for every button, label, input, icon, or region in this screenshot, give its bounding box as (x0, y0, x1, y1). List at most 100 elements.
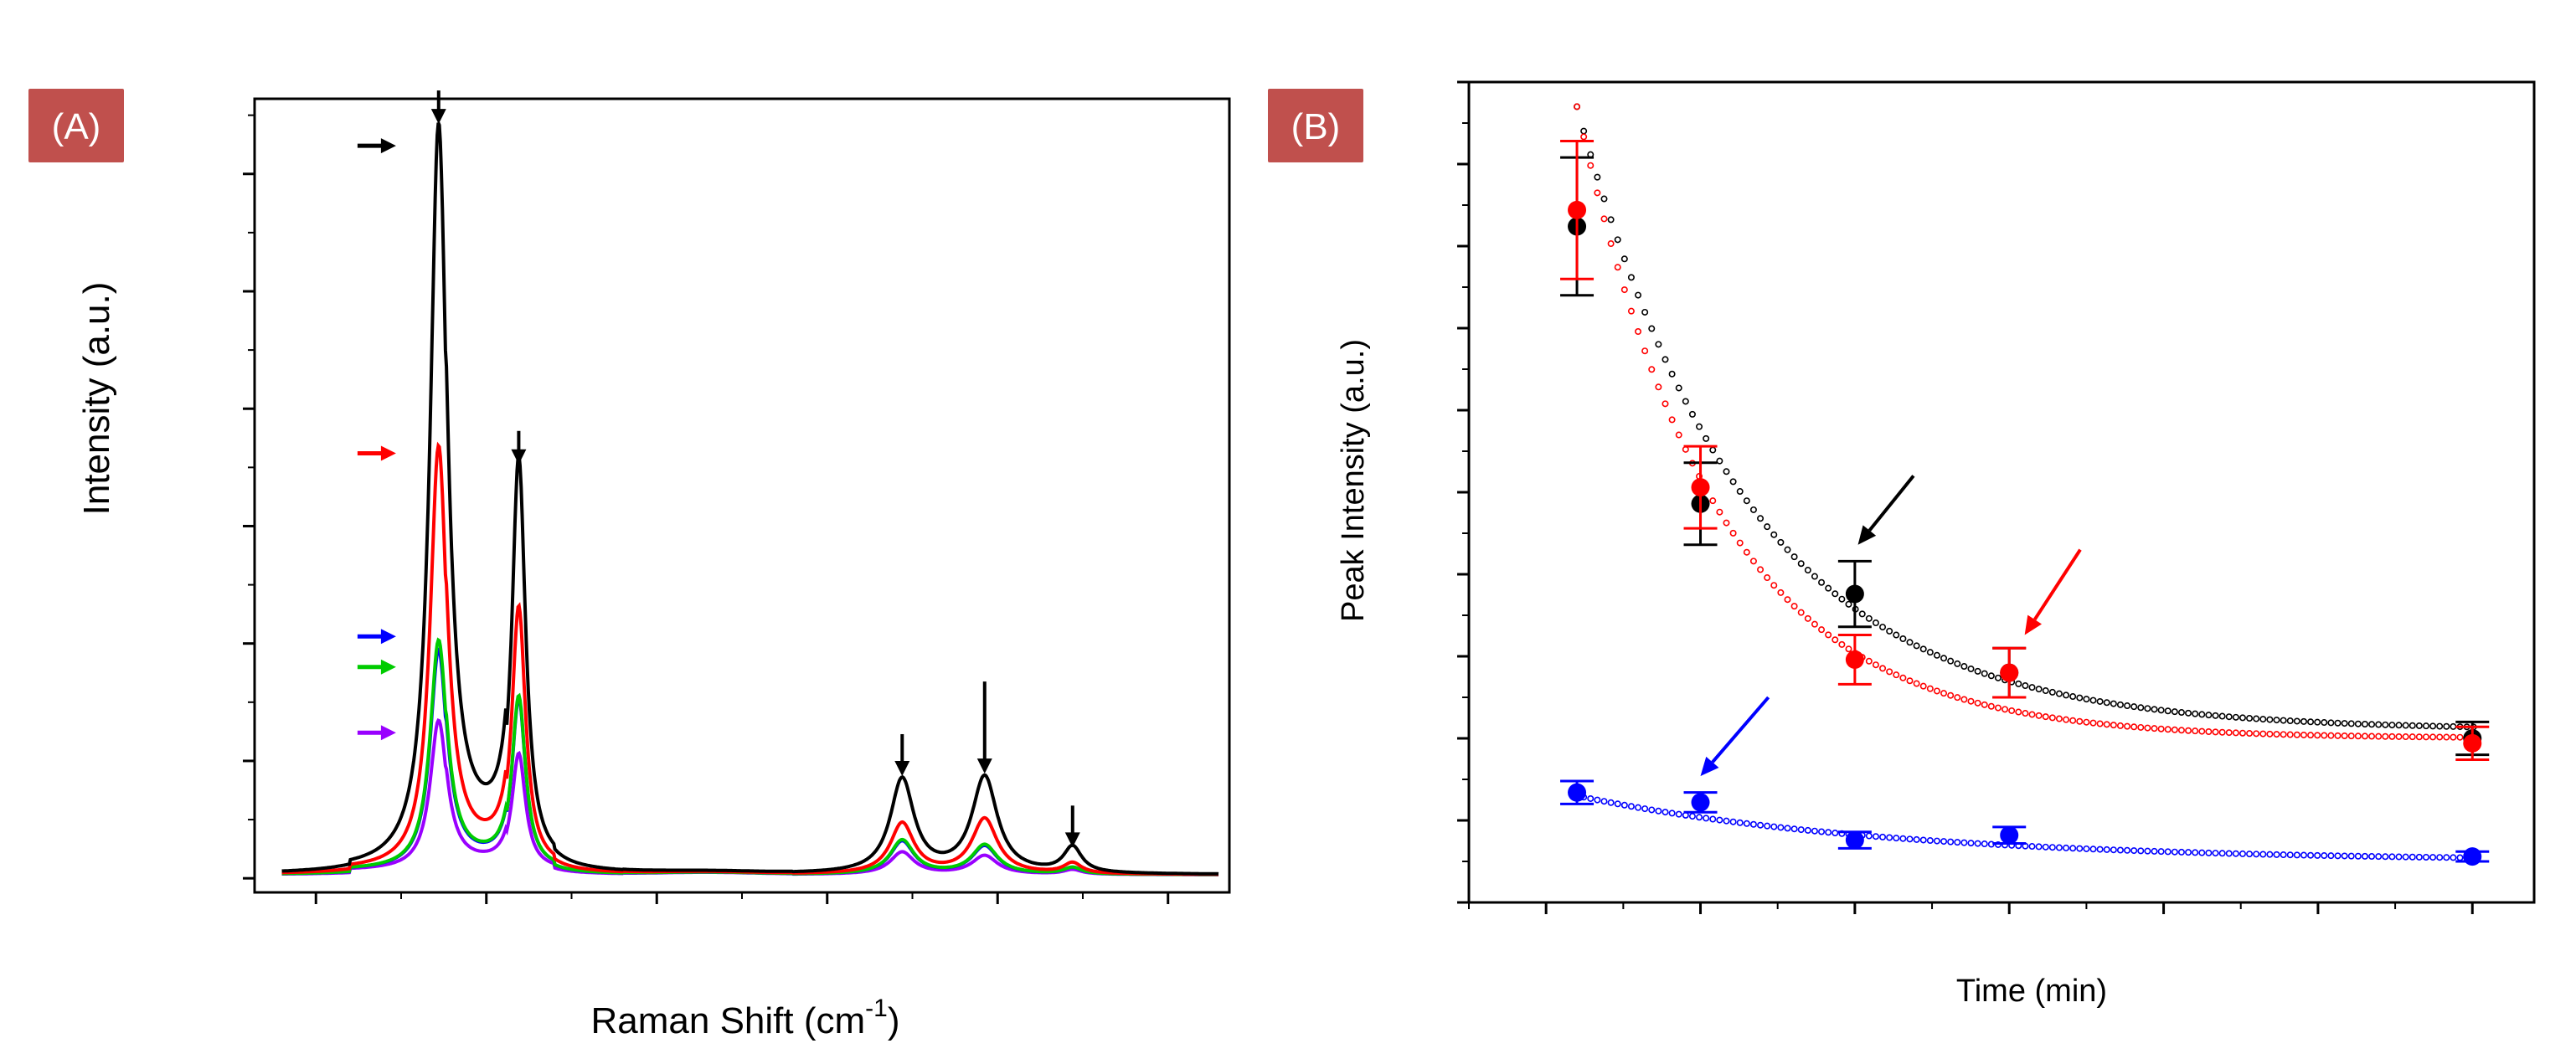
panel-b-fit-dot (2375, 853, 2383, 861)
panel-b-fit-dot (1981, 840, 1988, 848)
panel-b-fit-dot (1668, 810, 1676, 817)
panel-b-fit-dot (2273, 717, 2280, 724)
panel-b-fit-dot (2137, 704, 2145, 712)
panel-b-fit-dot (2063, 716, 2070, 723)
panel-b-fit-dot (2002, 706, 2009, 713)
panel-a-series-arrow-head (380, 725, 396, 741)
panel-b-fit-dot (1994, 840, 2002, 848)
panel-b-fit-dot (2218, 712, 2226, 720)
panel-b-fit-dot (2368, 853, 2376, 861)
panel-b-fit-dot (1594, 173, 1601, 181)
panel-b-fit-dot (2361, 732, 2368, 740)
panel-b-fit-dot (2273, 851, 2280, 858)
panel-b-fit-dot (2286, 851, 2294, 859)
panel-b-fit-dot (1607, 799, 1615, 806)
panel-b-fit-dot (2069, 717, 2077, 724)
panel-b-fit-dot (1703, 815, 1710, 822)
panel-b-fit-dot (1886, 834, 1893, 841)
panel-b-fit-dot (1729, 529, 1737, 537)
panel-b-fit-dot (1594, 189, 1601, 197)
panel-b-fit-dot (1811, 827, 1818, 835)
panel-b-fit-dot (2157, 707, 2165, 714)
panel-b-fit-dot (2402, 733, 2409, 741)
panel-b-fit-dot (1926, 685, 1934, 692)
panel-b-fit-dot (2171, 708, 2178, 716)
panel-b-fit-dot (2083, 696, 2090, 703)
panel-a-tag-label: (A) (52, 106, 101, 147)
panel-b-fit-dot (2055, 715, 2063, 722)
panel-b-fit-dot (2368, 721, 2376, 728)
panel-b-fit-dot (2347, 852, 2355, 860)
panel-b-fit-dot (1865, 614, 1873, 622)
panel-b-fit-dot (1655, 383, 1662, 391)
panel-b-fit-dot (1893, 671, 1900, 679)
panel-b-fit-dot (2028, 843, 2036, 851)
panel-b-tag: (B) (1265, 85, 1367, 166)
panel-b-fit-dot (1743, 548, 1750, 556)
panel-b-fit-dot (2048, 844, 2056, 851)
panel-b-fit-dot (1845, 645, 1852, 653)
panel-b-point-d-plus-g (1691, 478, 1710, 497)
panel-a-x-axis-label-close: ) (888, 1000, 900, 1041)
panel-b-fit-dot (2171, 848, 2178, 856)
panel-b-fit-dot (2253, 715, 2260, 722)
panel-b-fit-dot (2422, 853, 2429, 861)
panel-b-fit-dot (1600, 798, 1608, 805)
panel-b-fit-dot (1675, 384, 1682, 392)
panel-b-fit-dot (1716, 816, 1723, 824)
panel-b-fit-dot (1757, 515, 1765, 522)
panel-b-fit-dot (1987, 702, 1995, 710)
panel-b-fit-dot (2347, 732, 2355, 740)
panel-b-fit-dot (2089, 696, 2097, 704)
panel-b-fit-dot (1764, 822, 1771, 830)
panel-b-fit-dot (2089, 719, 2097, 727)
panel-b-fit-dot (2327, 719, 2335, 727)
panel-b-fit-dot (2198, 711, 2206, 718)
panel-b-fit-dot (1865, 832, 1873, 840)
panel-b-fit-dot (2409, 733, 2416, 741)
peak-intensity-chart: (B) Peak Intensity (a.u.) Time (min) (1265, 80, 2536, 1009)
panel-b-fit-dot (2450, 733, 2457, 741)
g-prime-line-arrow-head (1857, 525, 1877, 545)
panel-b-fit-dot (1600, 195, 1608, 203)
panel-b-fit-dot (2225, 850, 2233, 857)
panel-b-fit-dot (1682, 398, 1689, 405)
panel-b-fit-dot (2232, 713, 2239, 721)
panel-b-point-2d-prime (2000, 825, 2019, 845)
panel-b-fit-dot (2280, 731, 2287, 738)
panel-b-fit-dot (1967, 697, 1975, 705)
panel-b-fit-dot (2368, 732, 2376, 740)
panel-b-fit-dot (2076, 845, 2084, 852)
panel-b-fit-dot (1749, 558, 1757, 565)
panel-b-fit-dot (2137, 847, 2145, 855)
panel-b-annotations (1700, 475, 2082, 777)
panel-a-series-arrow-head (380, 445, 396, 461)
panel-b-fit-dot (2246, 715, 2254, 722)
panel-b-fit-dot (2177, 848, 2185, 856)
panel-b-fit-d-plus-g (1574, 103, 2477, 741)
panel-b-point-d-plus-g (2463, 733, 2482, 753)
panel-b-fit-dot (2450, 854, 2457, 861)
panel-b-fit-dot (2321, 732, 2328, 739)
panel-b-fit-dot (2354, 852, 2362, 860)
panel-b-fit-dot (2246, 851, 2254, 858)
panel-b-fit-dot (2063, 844, 2070, 851)
panel-b-fit-dot (1886, 627, 1893, 635)
panel-b-fit-dot (2402, 853, 2409, 861)
panel-b-fit-dot (2096, 720, 2104, 727)
panel-b-fit-dot (1743, 820, 1750, 827)
panel-b-fit-dot (1811, 620, 1818, 628)
panel-b-fit-dot (1967, 666, 1975, 673)
panel-b-fit-dot (2280, 717, 2287, 724)
panel-a-y-axis-label: Intensity (a.u.) (76, 282, 117, 516)
panel-b-fit-dot (2402, 722, 2409, 729)
panel-a-plot-frame (253, 97, 1231, 894)
panel-b-fit-dot (1627, 307, 1635, 315)
panel-b-fit-dot (1757, 566, 1765, 573)
panel-b-fit-dot (1635, 328, 1642, 336)
panel-b-fit-dot (1893, 835, 1900, 842)
panel-b-point-2d-prime (1568, 783, 1587, 802)
panel-b-fit-dot (2069, 693, 2077, 701)
panel-b-point-d-plus-g (1568, 200, 1587, 219)
panel-b-fit-dot (2124, 846, 2131, 854)
